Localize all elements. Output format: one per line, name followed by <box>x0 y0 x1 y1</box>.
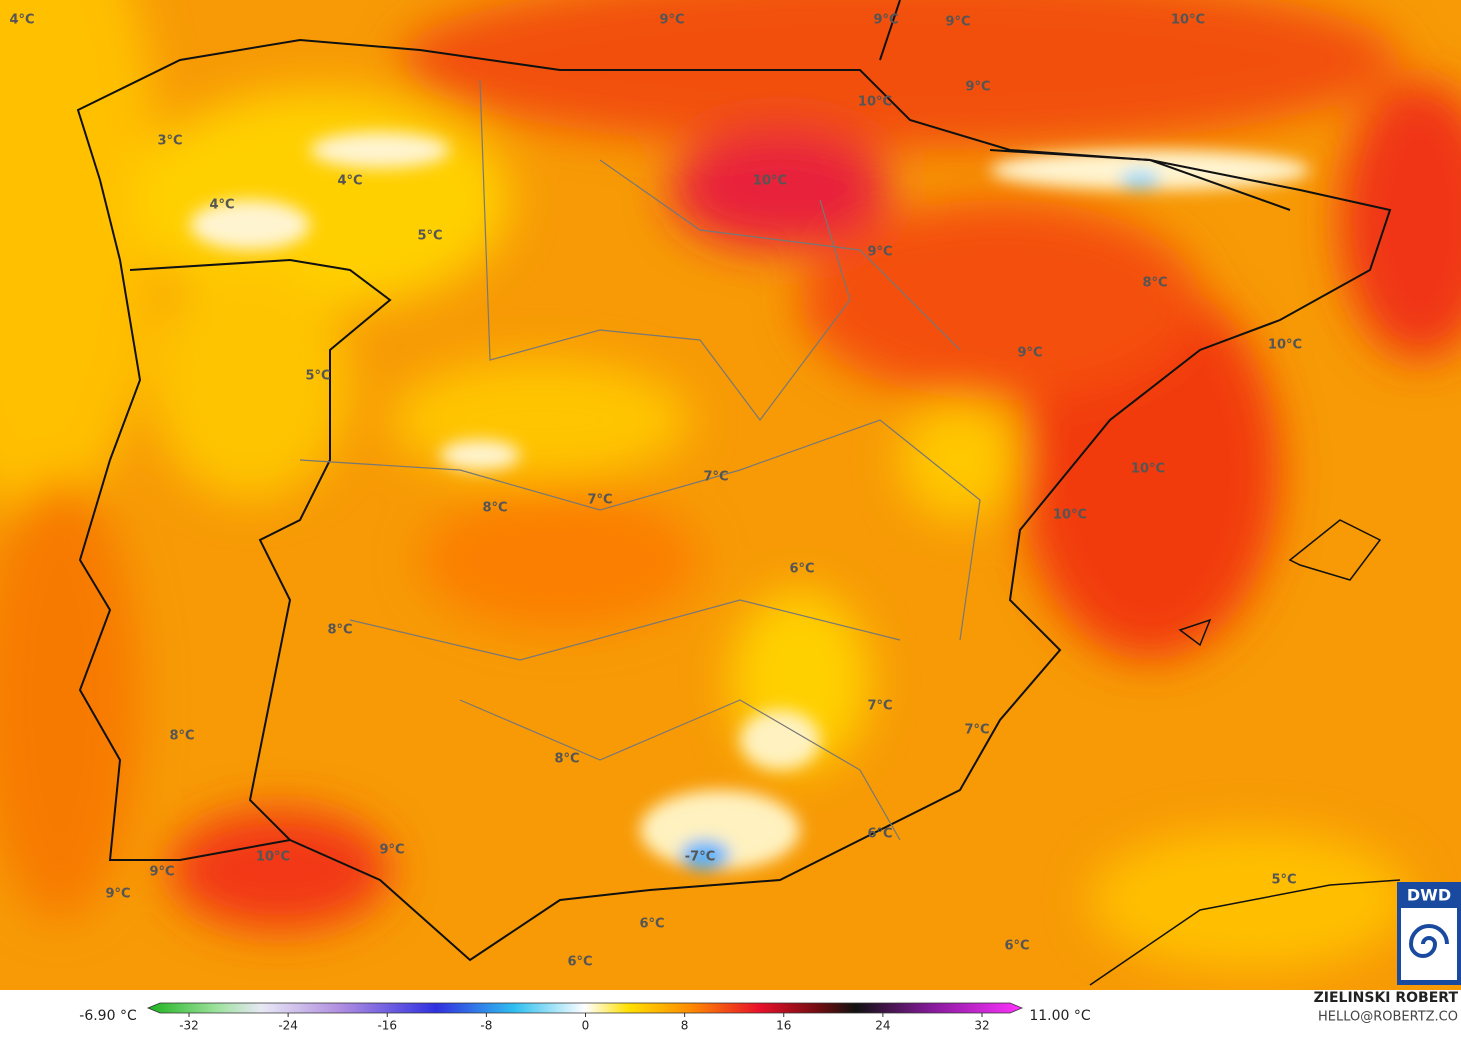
temperature-label: 9°C <box>873 13 898 28</box>
temperature-label: 8°C <box>327 623 352 638</box>
colorbar <box>146 1002 1024 1014</box>
temperature-label: 10°C <box>1171 13 1205 28</box>
temperature-label: 3°C <box>157 134 182 149</box>
temperature-label: 7°C <box>703 470 728 485</box>
temperature-label: 10°C <box>1131 462 1165 477</box>
colorbar-tick-label: 8 <box>681 1019 689 1033</box>
colorbar-min: -6.90 °C <box>79 1008 137 1024</box>
colorbar-tick-label: -8 <box>480 1019 492 1033</box>
temperature-label: 8°C <box>554 752 579 767</box>
colorbar-tick-label: 16 <box>776 1019 791 1033</box>
temperature-label: 9°C <box>867 245 892 260</box>
temperature-label: 5°C <box>417 229 442 244</box>
temperature-label: 10°C <box>858 95 892 110</box>
dwd-logo: DWD <box>1397 882 1461 985</box>
logo-text: DWD <box>1407 886 1451 905</box>
temperature-label: 9°C <box>379 843 404 858</box>
temperature-label: 9°C <box>945 15 970 30</box>
temperature-label: 8°C <box>482 501 507 516</box>
temperature-label: 10°C <box>256 850 290 865</box>
temperature-label: 4°C <box>9 13 34 28</box>
temperature-labels: 4°C 9°C 9°C 9°C 10°C 9°C 10°C 3°C 10°C 4°C 4°C 5°C 9… <box>9 13 1302 970</box>
temperature-label: 9°C <box>965 80 990 95</box>
temperature-label: -7°C <box>685 850 715 865</box>
temperature-label: 6°C <box>789 562 814 577</box>
colorbar-tick-label: -24 <box>278 1019 298 1033</box>
legend-bar: -6.90 °C 11.00 °C -32 -24 -16 -8 0 8 16 24 32 ZI… <box>0 990 1461 1035</box>
temperature-label: 6°C <box>639 917 664 932</box>
temperature-label: 4°C <box>209 198 234 213</box>
credit-email: HELLO@ROBERTZ.CO <box>1318 1010 1458 1025</box>
colorbar-tick-label: -32 <box>179 1019 199 1033</box>
temperature-label: 4°C <box>337 174 362 189</box>
colorbar-max: 11.00 °C <box>1029 1008 1091 1024</box>
temperature-label: 9°C <box>1017 346 1042 361</box>
colorbar-tick-label: 0 <box>582 1019 590 1033</box>
temperature-label: 10°C <box>1268 338 1302 353</box>
temperature-label: 6°C <box>567 955 592 970</box>
colorbar-tick-label: -16 <box>377 1019 397 1033</box>
temperature-label: 7°C <box>867 699 892 714</box>
map-background <box>0 0 1461 990</box>
colorbar-ticks: -32 -24 -16 -8 0 8 16 24 32 <box>179 1013 990 1033</box>
temperature-label: 6°C <box>867 827 892 842</box>
credit-name: ZIELINSKI ROBERT <box>1314 990 1459 1006</box>
temperature-label: 7°C <box>587 493 612 508</box>
temperature-label: 6°C <box>1004 939 1029 954</box>
temperature-label: 8°C <box>169 729 194 744</box>
temperature-label: 9°C <box>659 13 684 28</box>
temperature-label: 10°C <box>1053 508 1087 523</box>
temperature-label: 8°C <box>1142 276 1167 291</box>
temperature-label: 9°C <box>105 887 130 902</box>
temperature-label: 9°C <box>149 865 174 880</box>
temperature-label: 7°C <box>964 723 989 738</box>
temperature-label: 5°C <box>1271 873 1296 888</box>
colorbar-tick-label: 32 <box>974 1019 989 1033</box>
temperature-label: 10°C <box>753 174 787 189</box>
colorbar-tick-label: 24 <box>875 1019 890 1033</box>
temperature-label: 5°C <box>305 369 330 384</box>
